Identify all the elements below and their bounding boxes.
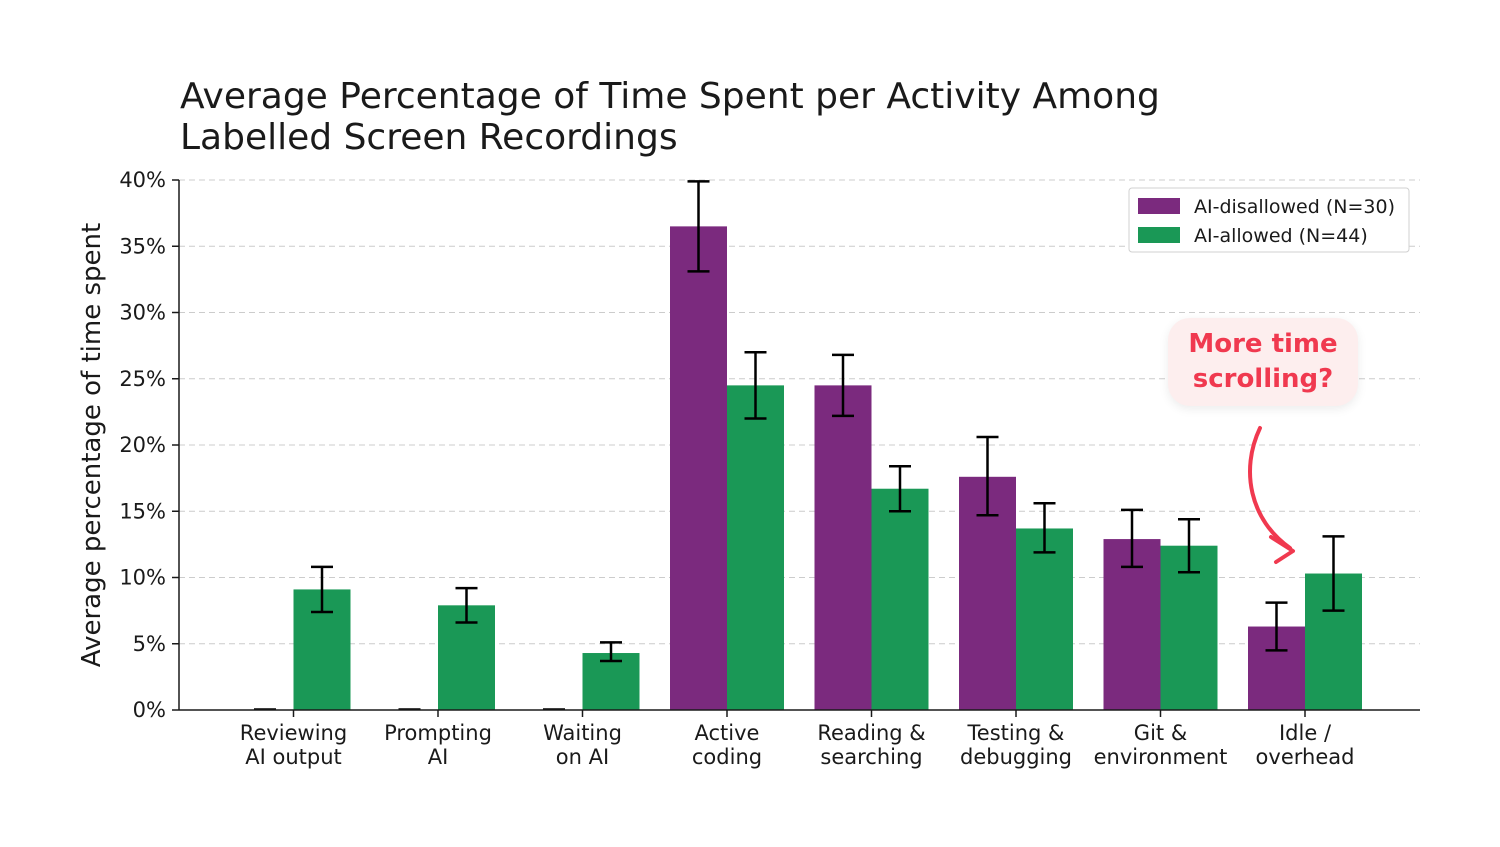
x-tick-label: Reviewing xyxy=(240,721,347,745)
y-tick-label: 10% xyxy=(119,566,166,590)
chart-title-line-1: Average Percentage of Time Spent per Act… xyxy=(180,76,1160,117)
annotation-line-2: scrolling? xyxy=(1192,364,1334,394)
bars xyxy=(293,226,1362,710)
bar-ai-disallowed xyxy=(670,226,727,710)
legend-label-ai-allowed: AI-allowed (N=44) xyxy=(1194,225,1368,247)
legend-swatch-ai-allowed xyxy=(1138,227,1180,243)
bar-ai-allowed xyxy=(871,488,929,710)
y-tick-label: 35% xyxy=(119,234,166,258)
x-tick-label: debugging xyxy=(960,745,1072,769)
x-tick-label: Git & xyxy=(1134,721,1187,745)
x-tick-label: Idle / xyxy=(1279,721,1332,745)
error-bars xyxy=(254,180,1345,710)
callout-arrow xyxy=(1248,426,1292,550)
y-tick-label: 30% xyxy=(119,301,166,325)
y-tick-label: 20% xyxy=(119,433,166,457)
y-tick-label: 5% xyxy=(133,632,166,656)
x-tick-label: AI xyxy=(428,745,449,769)
x-tick-label: Active xyxy=(695,721,760,745)
x-tick-label: searching xyxy=(820,745,922,769)
bar-ai-disallowed xyxy=(814,385,872,710)
y-tick-labels: 0% 5% 10% 15% 20% 25% 30% 35% 40% xyxy=(119,168,179,722)
x-tick-label: on AI xyxy=(556,745,609,769)
x-tick-label: environment xyxy=(1094,745,1228,769)
bar-ai-allowed xyxy=(727,385,784,710)
callout-arrowhead xyxy=(1269,535,1295,564)
y-tick-label: 0% xyxy=(133,698,166,722)
x-tick-label: Reading & xyxy=(817,721,925,745)
x-tick-label: Prompting xyxy=(384,721,492,745)
legend-label-ai-disallowed: AI-disallowed (N=30) xyxy=(1194,196,1395,218)
annotation-line-1: More time xyxy=(1188,329,1338,359)
x-tick-label: Testing & xyxy=(967,721,1065,745)
y-tick-label: 25% xyxy=(119,367,166,391)
bar-ai-allowed xyxy=(1016,528,1073,710)
x-tick-label: AI output xyxy=(245,745,342,769)
x-tick-label: Waiting xyxy=(543,721,622,745)
chart-title-line-2: Labelled Screen Recordings xyxy=(180,117,678,158)
y-tick-label: 15% xyxy=(119,499,166,523)
bar-ai-allowed xyxy=(582,653,640,710)
y-tick-label: 40% xyxy=(119,168,166,192)
legend-box xyxy=(1128,187,1410,253)
legend: AI-disallowed (N=30) AI-allowed (N=44) xyxy=(1128,187,1410,253)
x-tick-label: overhead xyxy=(1256,745,1355,769)
legend-swatch-ai-disallowed xyxy=(1138,198,1180,214)
x-tick-label: coding xyxy=(692,745,762,769)
annotation-callout: More time scrolling? xyxy=(1168,318,1358,406)
y-axis-label: Average percentage of time spent xyxy=(77,223,107,667)
